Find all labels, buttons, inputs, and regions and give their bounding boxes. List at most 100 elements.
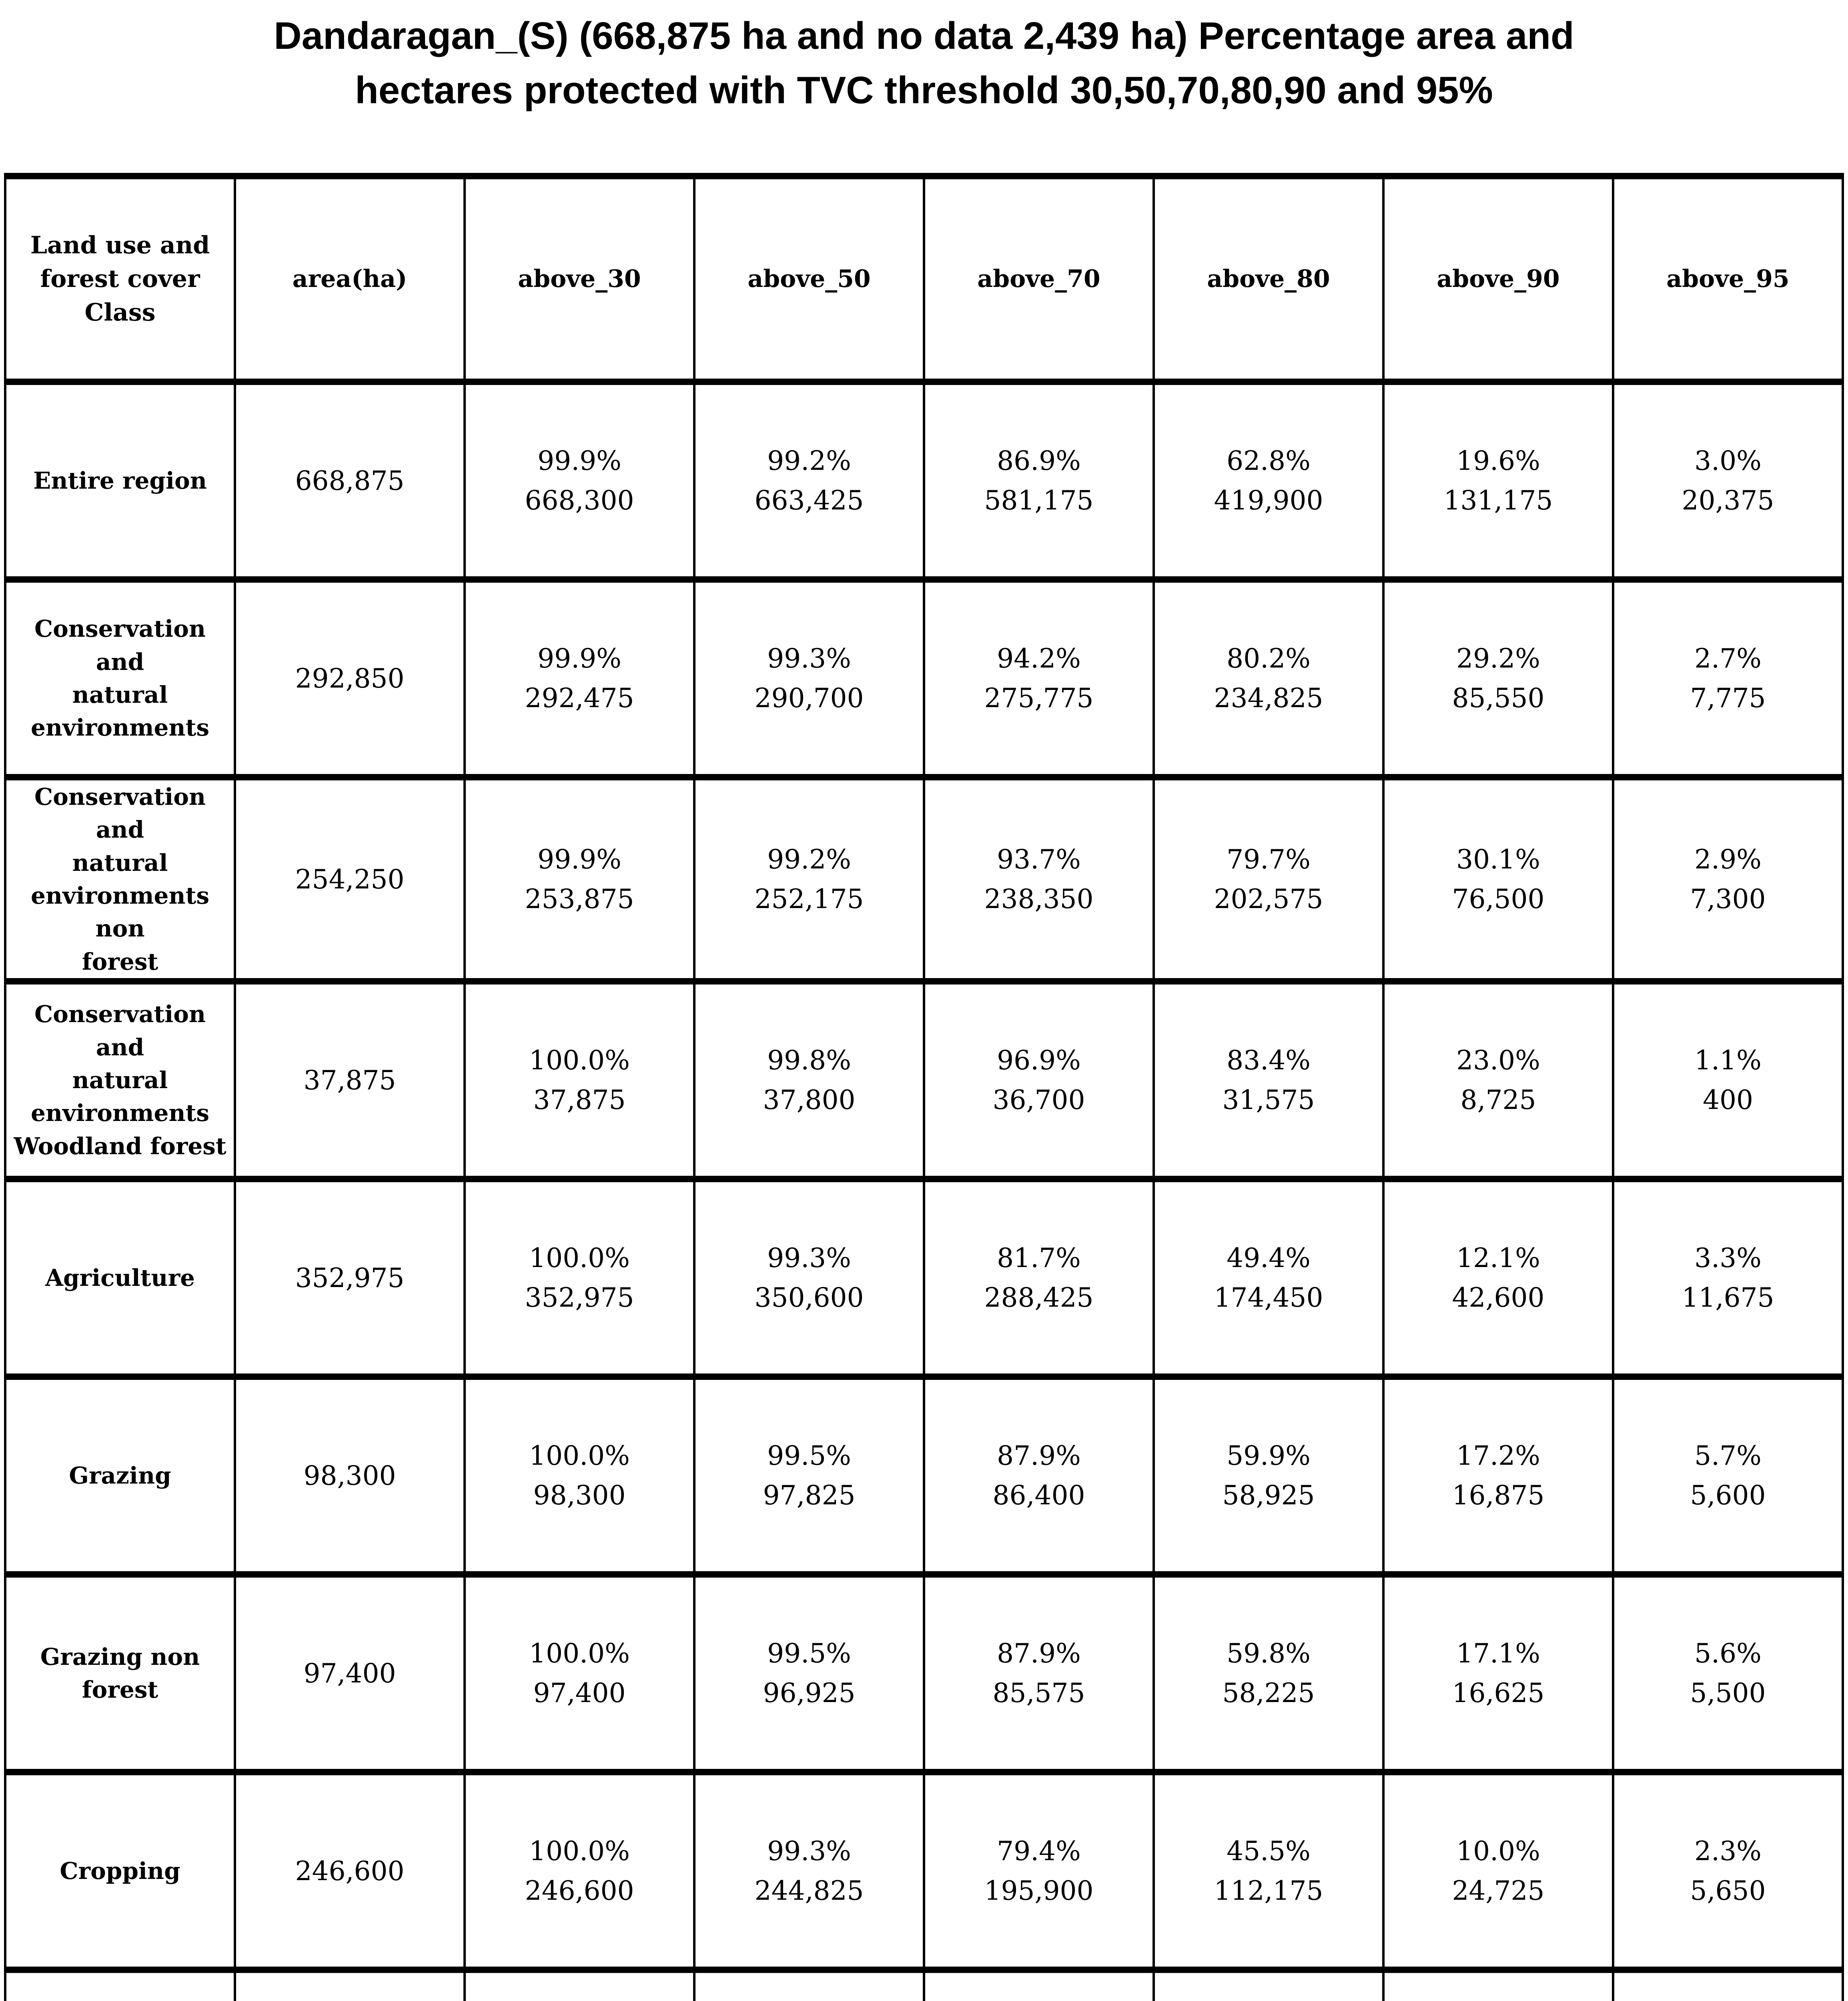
cell-pct: 59.8% — [1227, 1638, 1311, 1669]
cell-ha: 96,925 — [763, 1678, 856, 1709]
data-cell: 79.4% 195,900 — [923, 1769, 1155, 1973]
area-value: 254,250 — [295, 864, 405, 895]
cell-pct: 100.0% — [529, 1836, 630, 1867]
cell-pct: 2.3% — [1694, 1836, 1762, 1867]
row-label: Entire region — [4, 379, 236, 583]
data-cell: 5.3%425 — [1612, 1967, 1844, 2001]
table-row: Irrigation 8,025 100.0%8,025 98.4%7,900 … — [4, 1967, 1844, 2001]
cell-pct: 100.0% — [529, 1045, 630, 1076]
cell-pct: 87.9% — [997, 1638, 1081, 1669]
cell-pct: 3.0% — [1694, 445, 1762, 476]
cell-pct: 23.0% — [1456, 1045, 1540, 1076]
area-cell: 37,875 — [234, 978, 466, 1183]
cell-ha: 42,600 — [1452, 1282, 1545, 1313]
cell-ha: 31,575 — [1222, 1085, 1315, 1116]
data-cell: 87.9% 86,400 — [923, 1373, 1155, 1578]
cell-pct: 99.3% — [767, 1243, 851, 1274]
data-cell: 59.9% 58,925 — [1152, 1373, 1385, 1578]
column-header-above90: above_90 — [1382, 173, 1614, 385]
cell-ha: 174,450 — [1214, 1282, 1323, 1313]
table-row: Grazing 98,300 100.0% 98,300 99.5% 97,825 … — [4, 1373, 1844, 1578]
row-label: Agriculture — [4, 1176, 236, 1380]
cell-ha: 663,425 — [754, 485, 864, 516]
cell-pct: 10.0% — [1456, 1836, 1540, 1867]
row-label: Conservation and natural environments — [4, 576, 236, 780]
data-cell: 81.7% 288,425 — [923, 1176, 1155, 1380]
data-cell: 30.1% 76,500 — [1382, 774, 1614, 985]
cell-pct: 3.3% — [1694, 1243, 1762, 1274]
cell-ha: 275,775 — [984, 683, 1094, 714]
data-cell: 10.0% 24,725 — [1382, 1769, 1614, 1973]
cell-ha: 37,875 — [533, 1085, 626, 1116]
cell-ha: 292,475 — [525, 683, 634, 714]
area-value: 97,400 — [303, 1658, 396, 1689]
area-value: 98,300 — [303, 1460, 396, 1491]
area-cell: 97,400 — [234, 1571, 466, 1776]
data-cell: 100.0% 246,600 — [463, 1769, 696, 1973]
column-header-above30: above_30 — [463, 173, 696, 385]
data-cell: 59.8% 58,225 — [1152, 1571, 1385, 1776]
cell-ha: 668,300 — [525, 485, 634, 516]
area-value: 292,850 — [295, 663, 405, 694]
column-header-above50: above_50 — [693, 173, 925, 385]
cell-pct: 100.0% — [529, 1243, 630, 1274]
cell-pct: 100.0% — [529, 1440, 630, 1472]
data-cell: 99.9% 253,875 — [463, 774, 696, 985]
data-cell: 100.0% 37,875 — [463, 978, 696, 1183]
data-cell: 99.3% 290,700 — [693, 576, 925, 780]
cell-pct: 19.6% — [1456, 445, 1540, 476]
data-cell: 2.9% 7,300 — [1612, 774, 1844, 985]
cell-ha: 112,175 — [1214, 1875, 1323, 1907]
row-label: Conservation and natural environments no… — [4, 774, 236, 985]
data-cell: 19.6% 131,175 — [1382, 379, 1614, 583]
table-row: Entire region 668,875 99.9% 668,300 99.2%… — [4, 379, 1844, 583]
cell-pct: 17.2% — [1456, 1440, 1540, 1472]
area-value: 352,975 — [295, 1262, 405, 1293]
cell-ha: 252,175 — [754, 884, 864, 915]
cell-pct: 99.2% — [767, 445, 851, 476]
data-cell: 94.2% 275,775 — [923, 576, 1155, 780]
data-cell: 99.3% 350,600 — [693, 1176, 925, 1380]
data-cell: 99.8% 37,800 — [693, 978, 925, 1183]
cell-pct: 2.7% — [1694, 643, 1762, 674]
data-cell: 29.2% 85,550 — [1382, 576, 1614, 780]
data-cell: 45.5% 112,175 — [1152, 1769, 1385, 1973]
cell-pct: 100.0% — [529, 1638, 630, 1669]
area-cell: 246,600 — [234, 1769, 466, 1973]
data-cell: 62.8% 419,900 — [1152, 379, 1385, 583]
cell-pct: 79.4% — [997, 1836, 1081, 1867]
cell-ha: 253,875 — [525, 884, 634, 915]
data-cell: 100.0% 98,300 — [463, 1373, 696, 1578]
row-label: Irrigation — [4, 1967, 236, 2001]
cell-pct: 45.5% — [1227, 1836, 1311, 1867]
row-label: Cropping — [4, 1769, 236, 1973]
data-cell: 96.9% 36,700 — [923, 978, 1155, 1183]
data-cell: 100.0%8,025 — [463, 1967, 696, 2001]
cell-ha: 16,625 — [1452, 1678, 1545, 1709]
cell-ha: 131,175 — [1443, 485, 1553, 516]
cell-ha: 36,700 — [992, 1085, 1085, 1116]
cell-ha: 5,650 — [1690, 1875, 1766, 1907]
cell-pct: 96.9% — [997, 1045, 1081, 1076]
table-row: Conservation and natural environments no… — [4, 774, 1844, 985]
cell-pct: 86.9% — [997, 445, 1081, 476]
cell-ha: 288,425 — [984, 1282, 1094, 1313]
cell-ha: 234,825 — [1214, 683, 1323, 714]
data-cell: 79.7% 202,575 — [1152, 774, 1385, 985]
cell-pct: 99.8% — [767, 1045, 851, 1076]
data-cell: 83.4% 31,575 — [1152, 978, 1385, 1183]
cell-ha: 85,575 — [992, 1678, 1085, 1709]
data-cell: 17.2% 16,875 — [1382, 1373, 1614, 1578]
cell-pct: 99.5% — [767, 1440, 851, 1472]
cell-ha: 419,900 — [1214, 485, 1323, 516]
cell-ha: 400 — [1703, 1085, 1753, 1116]
data-cell: 1.1% 400 — [1612, 978, 1844, 1183]
cell-pct: 87.9% — [997, 1440, 1081, 1472]
cell-pct: 99.2% — [767, 844, 851, 875]
data-cell: 12.1% 42,600 — [1382, 1176, 1614, 1380]
cell-ha: 8,725 — [1460, 1085, 1536, 1116]
cell-pct: 99.5% — [767, 1638, 851, 1669]
cell-ha: 16,875 — [1452, 1480, 1545, 1511]
cell-ha: 20,375 — [1682, 485, 1774, 516]
data-cell: 86.9% 581,175 — [923, 379, 1155, 583]
